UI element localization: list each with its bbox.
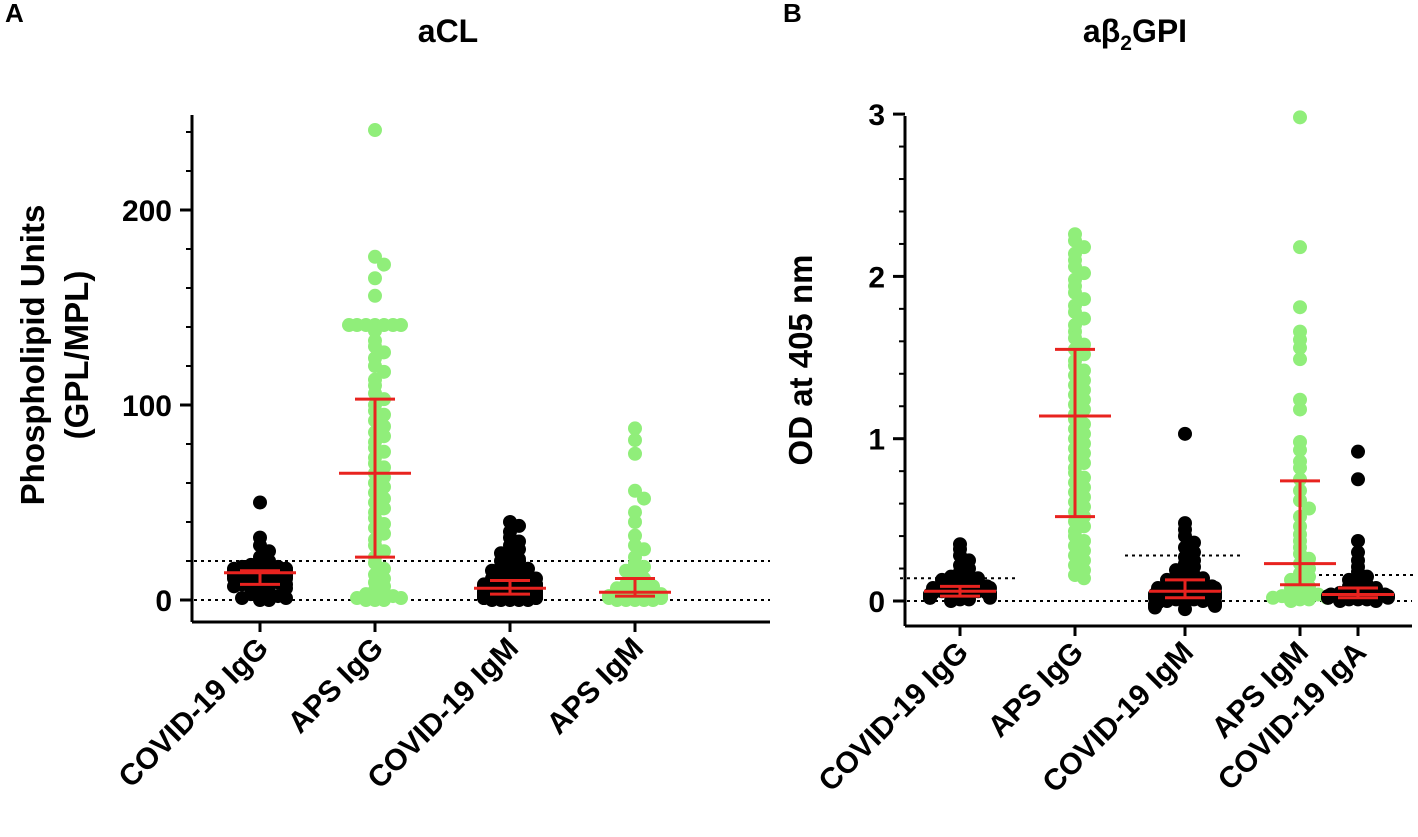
panel-b-data-point [1077, 571, 1091, 586]
panel-a-category-label: COVID-19 IgG [113, 632, 275, 794]
panel-a-category-label: APS IgG [282, 632, 390, 740]
panel-b-title: aβ2GPI [1083, 13, 1187, 55]
panel-b-letter: B [783, 0, 802, 28]
panel-b-y-tick-label: 3 [868, 99, 885, 132]
panel-b-data-point [1321, 590, 1335, 605]
panel-b-data-point [1293, 460, 1307, 475]
panel-b-data-point [1293, 300, 1307, 315]
panel-a-data-point [235, 591, 249, 606]
panel-a-data-point [637, 491, 651, 506]
panel-a-data-point [368, 323, 382, 338]
panel-a-title: aCL [418, 13, 478, 49]
panel-a-data-point [368, 288, 382, 303]
panel-a-letter: A [5, 0, 24, 28]
panel-b-data-point [1381, 590, 1395, 605]
panel-a-data-point [628, 421, 642, 436]
panel-b-data-point [1293, 392, 1307, 407]
panel-a-data-point [628, 528, 642, 543]
panel-b-data-point [962, 592, 976, 607]
panel-b-data-point [1293, 240, 1307, 255]
panel-a-data-point [279, 591, 293, 606]
panel-a-data-point [485, 593, 499, 607]
panel-b-data-point [1293, 340, 1307, 355]
panel-b-data-point [983, 590, 997, 605]
panel-a-y-tick-label: 200 [122, 195, 172, 228]
panel-b-data-point [1178, 602, 1192, 617]
panel-a-ylabel-line-2: (GPL/MPL) [58, 271, 95, 440]
panel-b-y-tick-label: 0 [868, 586, 885, 619]
panel-b-data-point [1266, 590, 1280, 605]
panel-b-title-main: aβ [1083, 13, 1120, 49]
panel-a-data-point [394, 591, 408, 606]
panel-a-data-point [342, 318, 356, 333]
panel-a-category-label: APS IgM [541, 632, 650, 741]
panel-b-data-point [1351, 444, 1365, 459]
panel-b-data-point [1148, 600, 1162, 615]
panel-b-data-point [1293, 352, 1307, 367]
panel-a-data-point [394, 318, 408, 333]
panel-b-data-point [1351, 533, 1365, 548]
panel-b-y-tick-label: 1 [868, 424, 885, 457]
panel-b-data-point [1293, 443, 1307, 458]
panel-b-data-point [1284, 594, 1298, 608]
panel-b-ylabel: OD at 405 nm [782, 255, 819, 466]
panel-b-y-tick-label: 2 [868, 261, 885, 294]
panel-a-data-point [262, 593, 276, 607]
panel-b-data-point [1293, 402, 1307, 417]
panel-a-data-point [359, 593, 373, 607]
panel-a-data-point [377, 593, 391, 607]
panel-b-category-label: COVID-19 IgG [813, 636, 975, 798]
panel-a-data-point [377, 257, 391, 272]
panel-a-data-point [628, 446, 642, 461]
panel-a-data-point [368, 271, 382, 286]
panel-b-data-point [1302, 592, 1316, 607]
panel-a-data-point [628, 433, 642, 448]
panel-b-data-point [923, 590, 937, 605]
panel-b-data-point [1208, 598, 1222, 613]
panel-b-category-label: APS IgG [982, 636, 1090, 744]
panel-b-data-point [1351, 472, 1365, 487]
panel-a-data-point [628, 505, 642, 520]
panel-a-data-point [253, 495, 267, 510]
panel-b-title-subscript: 2 [1120, 32, 1132, 55]
panel-b-data-point [1178, 426, 1192, 441]
panel-b-data-point [1333, 594, 1347, 608]
panel-a-data-point [521, 593, 535, 607]
panel-b-data-point [1369, 594, 1383, 608]
panel-b-data-point [1302, 501, 1316, 516]
panel-a-ylabel-line-1: Phospholipid Units [14, 205, 51, 506]
panel-a-data-point [368, 123, 382, 138]
panel-b-title-rest: GPI [1132, 13, 1187, 49]
panel-b-data-point [1293, 110, 1307, 125]
panel-a-data-point [227, 579, 241, 594]
panel-a-data-point [628, 515, 642, 529]
panel-a-y-tick-label: 100 [122, 390, 172, 423]
panel-b-data-point [1293, 472, 1307, 487]
panel-a-y-tick-label: 0 [155, 585, 172, 618]
